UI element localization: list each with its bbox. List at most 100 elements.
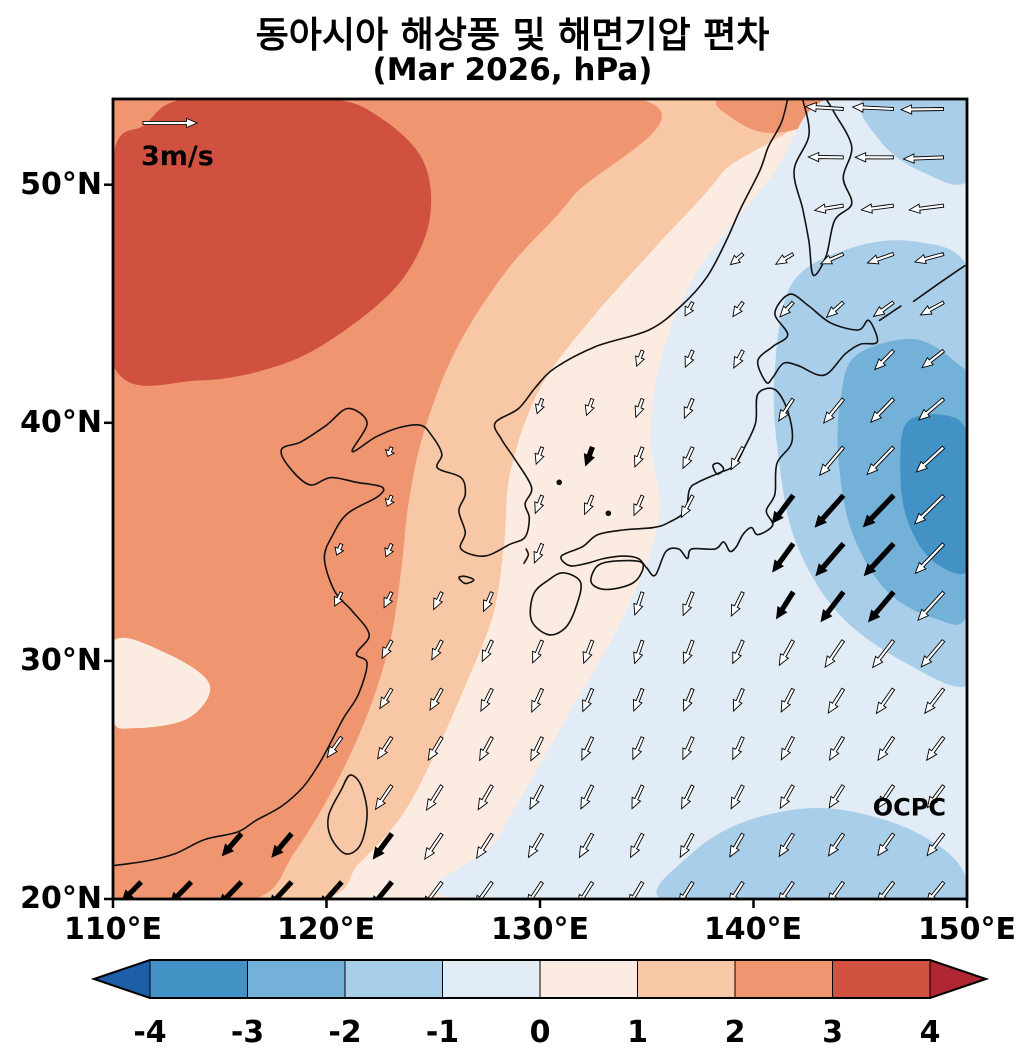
coastline bbox=[912, 264, 966, 303]
wind-arrow bbox=[383, 591, 394, 609]
wind-arrow bbox=[819, 252, 845, 265]
wind-arrow bbox=[778, 397, 795, 422]
wind-arrow bbox=[431, 639, 444, 661]
map-content: 3m/s OCPC bbox=[113, 99, 967, 899]
wind-arrow bbox=[774, 252, 795, 265]
wind-arrow bbox=[908, 203, 945, 214]
wind-arrow bbox=[681, 784, 695, 810]
wind-arrow bbox=[433, 591, 444, 611]
colorbar-segment bbox=[344, 959, 443, 999]
wind-arrow bbox=[682, 446, 695, 470]
wind-arrow bbox=[682, 639, 695, 665]
wind-arrow bbox=[877, 784, 896, 809]
wind-arrow bbox=[429, 687, 444, 711]
wind-arrow bbox=[684, 300, 695, 317]
wind-arrow bbox=[578, 832, 595, 859]
colorbar-tick-label: 3 bbox=[822, 1015, 843, 1050]
wind-arrow bbox=[917, 590, 946, 622]
wind-arrow bbox=[729, 252, 745, 266]
wind-arrow bbox=[828, 784, 846, 809]
wind-arrow bbox=[480, 687, 494, 713]
wind-arrow bbox=[633, 494, 645, 517]
wind-arrow bbox=[914, 542, 946, 575]
wind-arrow-significant bbox=[372, 880, 394, 899]
wind-arrow bbox=[633, 591, 645, 616]
y-axis-label: 30°N bbox=[20, 643, 102, 678]
wind-arrow bbox=[732, 687, 745, 713]
wind-arrow bbox=[866, 445, 896, 476]
wind-arrow bbox=[635, 349, 646, 368]
map-plot: 3m/s OCPC bbox=[104, 97, 969, 908]
wind-arrow bbox=[479, 735, 494, 762]
colorbar: -4 -3 -2 -1 0 1 2 3 4 bbox=[90, 959, 990, 1050]
wind-arrow bbox=[877, 735, 896, 762]
wind-arrow-significant bbox=[862, 493, 896, 528]
wind-arrow bbox=[634, 397, 645, 419]
wind-arrow bbox=[529, 784, 545, 811]
colorbar-outline bbox=[90, 959, 990, 999]
wind-arrow bbox=[926, 832, 946, 857]
wind-arrow bbox=[729, 832, 745, 858]
wind-arrow bbox=[384, 494, 395, 507]
wind-arrow bbox=[682, 687, 695, 713]
wind-arrow-significant bbox=[220, 880, 244, 899]
wind-arrow bbox=[927, 880, 946, 899]
wind-arrow-significant bbox=[775, 590, 796, 620]
colorbar-tick-label: 0 bbox=[530, 1015, 551, 1050]
wind-arrow bbox=[142, 117, 199, 129]
colorbar-tick-label: -4 bbox=[133, 1015, 166, 1050]
y-axis-label: 40°N bbox=[20, 405, 102, 440]
wind-arrow-significant bbox=[122, 880, 144, 899]
wind-arrow bbox=[633, 446, 645, 469]
wind-arrow bbox=[578, 880, 595, 899]
wind-arrow bbox=[632, 736, 645, 761]
colorbar-end-right bbox=[929, 959, 988, 999]
wind-arrow bbox=[631, 784, 645, 810]
wind-arrow bbox=[730, 784, 745, 810]
wind-arrow bbox=[818, 445, 846, 477]
coastline bbox=[458, 575, 475, 585]
coastline bbox=[326, 774, 368, 855]
wind-arrow bbox=[827, 832, 846, 857]
wind-arrow bbox=[926, 784, 946, 809]
wind-arrow bbox=[532, 639, 545, 664]
wind-arrow bbox=[874, 348, 896, 371]
wind-arrow-significant bbox=[271, 831, 294, 858]
wind-arrow bbox=[628, 880, 645, 899]
wind-arrow bbox=[870, 397, 896, 424]
coastline bbox=[523, 548, 530, 565]
wind-arrows bbox=[122, 101, 946, 899]
wind-arrow bbox=[477, 784, 494, 811]
wind-arrow bbox=[680, 494, 695, 519]
wind-arrow bbox=[581, 736, 595, 762]
coastline bbox=[529, 571, 582, 636]
wind-arrow bbox=[780, 687, 796, 713]
wind-arrow bbox=[424, 832, 444, 861]
wind-arrow bbox=[860, 203, 895, 214]
wind-arrow bbox=[682, 591, 695, 617]
wind-arrow bbox=[899, 104, 944, 115]
colorbar-tick-label: 2 bbox=[725, 1015, 746, 1050]
wind-arrow bbox=[534, 494, 545, 515]
wind-arrow bbox=[807, 151, 844, 163]
wind-arrow bbox=[866, 251, 895, 265]
wind-arrow bbox=[921, 348, 946, 369]
y-axis-label: 20°N bbox=[20, 881, 102, 916]
wind-arrow bbox=[483, 591, 494, 613]
wind-arrow bbox=[633, 639, 645, 665]
colorbar-segment bbox=[539, 959, 638, 999]
ref-arrow-label: 3m/s bbox=[141, 141, 214, 172]
wind-arrow-significant bbox=[820, 590, 846, 623]
coastline bbox=[113, 99, 789, 867]
wind-arrow-significant bbox=[221, 831, 244, 857]
wind-arrow bbox=[913, 493, 946, 525]
wind-arrow bbox=[779, 300, 795, 318]
watermark: OCPC bbox=[873, 794, 946, 822]
wind-arrow bbox=[632, 687, 645, 713]
wind-arrow-significant bbox=[815, 541, 846, 577]
wind-arrow bbox=[872, 300, 895, 318]
wind-arrow bbox=[534, 446, 545, 466]
colorbar-tick-label: 4 bbox=[920, 1015, 941, 1050]
wind-arrow bbox=[384, 446, 396, 458]
